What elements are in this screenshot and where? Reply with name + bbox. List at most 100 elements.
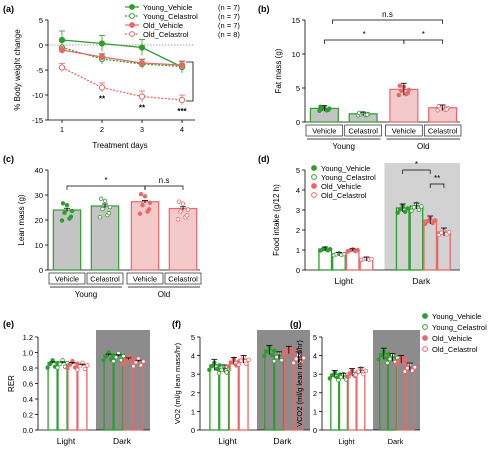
y-tick-label: 15	[292, 16, 300, 25]
y-tick-label: 0.6	[23, 380, 33, 389]
bar-Young_Celastrol-dark	[387, 356, 398, 431]
category-label: Light	[335, 276, 354, 286]
legend-entry-Young_Vehicle-marker	[129, 4, 135, 10]
category-label-box	[86, 272, 124, 285]
individual-point	[293, 356, 299, 362]
individual-point	[409, 208, 414, 213]
y-tick-label: 1.0	[23, 349, 33, 358]
individual-point	[236, 362, 241, 367]
individual-point	[279, 357, 284, 363]
individual-point	[363, 368, 369, 374]
bar-Young_Vehicle-light	[47, 361, 58, 431]
individual-point	[410, 368, 415, 373]
individual-point	[398, 207, 403, 212]
data-point-Old_Celastrol	[98, 84, 106, 91]
series-line-Old_Vehicle	[61, 49, 183, 66]
category-label: Vehicle	[312, 127, 336, 136]
legend-label: Old_Vehicle	[143, 21, 183, 30]
individual-point	[100, 206, 105, 212]
bar-Young_Celastrol-light	[219, 367, 230, 431]
y-tick-label: 1.2	[23, 333, 33, 342]
individual-point	[77, 364, 83, 369]
individual-point	[403, 357, 409, 363]
y-tick-label: -5	[36, 66, 43, 75]
individual-point	[185, 207, 191, 212]
comparison-bracket	[186, 61, 194, 102]
individual-point	[68, 214, 74, 219]
panel-label-f: (f)	[172, 319, 181, 329]
individual-point	[142, 194, 148, 199]
individual-point	[123, 357, 129, 363]
individual-point	[423, 221, 428, 226]
group-label: Old	[158, 290, 170, 299]
individual-point	[397, 83, 403, 88]
individual-point	[385, 360, 390, 366]
individual-point	[336, 377, 341, 383]
category-label-box	[385, 124, 423, 137]
individual-point	[369, 256, 374, 262]
individual-point	[384, 356, 389, 361]
y-axis-label: VO2 (ml/g lean mass/hr)	[173, 342, 182, 424]
individual-point	[272, 348, 277, 353]
bar-Old_Celastrol-dark	[405, 366, 415, 431]
bar-vehicle	[52, 209, 82, 271]
individual-point	[101, 358, 106, 363]
individual-point	[262, 353, 267, 359]
individual-point	[140, 202, 145, 208]
individual-point	[147, 200, 153, 206]
individual-point	[69, 208, 75, 214]
category-label: Dark	[274, 436, 293, 446]
individual-point	[82, 366, 88, 372]
individual-point	[121, 361, 126, 367]
individual-point	[45, 365, 50, 370]
legend-label: Old_Celastrol	[321, 191, 367, 200]
legend-marker-Young_Celastrol	[422, 324, 428, 330]
individual-point	[326, 107, 331, 113]
individual-point	[121, 353, 126, 359]
significance-annotation: **	[99, 95, 106, 104]
y-tick-label: 20	[35, 216, 43, 225]
y-tick-label: 5	[296, 84, 300, 93]
category-label-box	[344, 124, 382, 137]
individual-point	[85, 363, 90, 368]
individual-point	[419, 204, 424, 209]
individual-point	[59, 218, 65, 223]
bar-Old_Vehicle-light	[347, 371, 357, 431]
category-label-box	[305, 124, 344, 137]
y-tick-label: 0	[313, 426, 317, 435]
bar-Young_Vehicle-dark	[379, 353, 389, 431]
bar-Old_Vehicle-dark	[123, 358, 134, 431]
category-label-box	[126, 272, 164, 285]
bar-Old_Vehicle-dark	[423, 219, 438, 271]
individual-point	[216, 371, 222, 376]
individual-point	[55, 365, 60, 370]
panel-label-e: (e)	[3, 319, 14, 329]
individual-point	[137, 211, 143, 216]
individual-point	[289, 352, 294, 358]
legend-marker-Young_Celastrol	[311, 174, 317, 180]
bar-Young_Celastrol-dark	[409, 205, 424, 271]
bar-celastrol	[168, 207, 198, 271]
y-axis-label: RER	[7, 375, 16, 392]
data-point-Old_Celastrol	[58, 64, 66, 71]
individual-point	[403, 209, 408, 215]
y-tick-label: 10	[292, 50, 300, 59]
data-point-Old_Celastrol	[178, 96, 186, 104]
bar-Young_Celastrol-light	[338, 375, 349, 431]
individual-point	[246, 357, 251, 363]
legend-label: Old_Vehicle	[432, 334, 472, 343]
bar-Young_Celastrol-dark	[274, 354, 285, 431]
y-tick-label: 5	[191, 333, 195, 342]
individual-point	[412, 364, 418, 370]
y-tick-label: 0	[39, 266, 43, 275]
y-tick-label: 40	[35, 166, 43, 175]
individual-point	[229, 360, 234, 365]
category-label-box	[423, 124, 462, 137]
individual-point	[379, 353, 384, 358]
individual-point	[433, 218, 438, 223]
individual-point	[133, 360, 139, 365]
bar-Old_Celastrol-light	[238, 358, 249, 431]
individual-point	[264, 349, 270, 354]
individual-point	[178, 209, 183, 214]
bar-Old_Celastrol-dark	[133, 360, 144, 431]
